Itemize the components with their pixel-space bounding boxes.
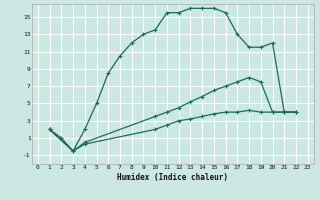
X-axis label: Humidex (Indice chaleur): Humidex (Indice chaleur) — [117, 173, 228, 182]
